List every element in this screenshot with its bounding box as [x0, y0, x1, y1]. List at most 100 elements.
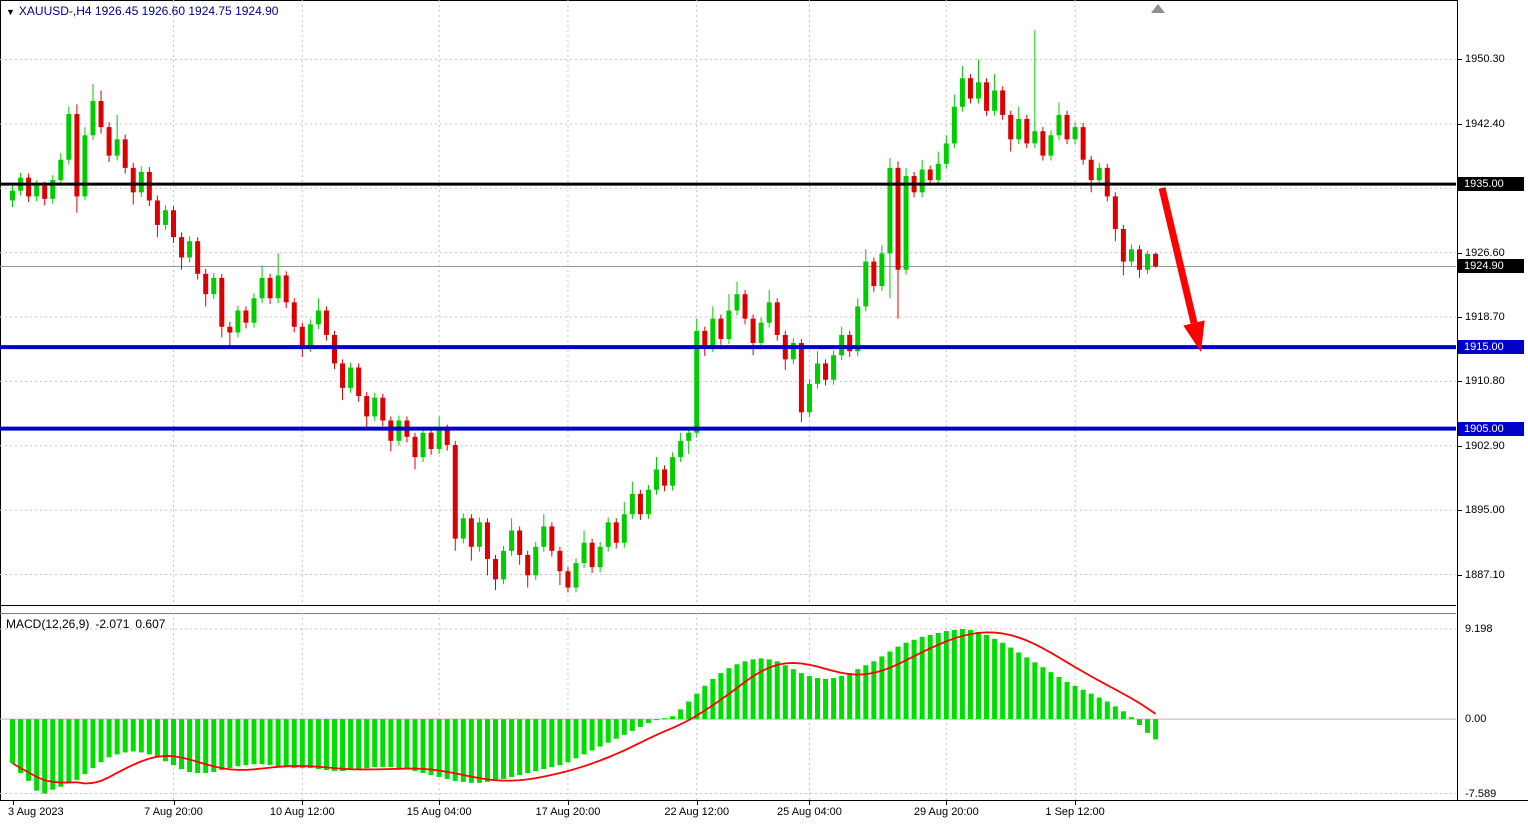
candle-body	[581, 542, 587, 564]
time-axis-label: 10 Aug 12:00	[269, 806, 335, 818]
candle-body	[299, 326, 305, 348]
candle-body	[162, 210, 168, 225]
time-axis-label: 15 Aug 04:00	[406, 806, 472, 818]
macd-histogram-bar	[806, 676, 812, 720]
macd-histogram-bar	[1016, 652, 1022, 720]
candle-body	[1056, 114, 1062, 136]
candle-bullish	[815, 351, 820, 389]
macd-panel[interactable]	[0, 613, 1457, 800]
candle-bearish	[283, 271, 289, 309]
candle-body	[34, 185, 40, 197]
candle-bullish	[460, 513, 466, 544]
candle-body	[694, 330, 700, 433]
candle-bearish	[98, 90, 104, 134]
time-tick-mark	[12, 801, 14, 805]
candle-body	[1128, 249, 1134, 262]
candle-bullish	[686, 428, 692, 454]
candle-body	[1088, 159, 1094, 181]
candle-body	[984, 82, 990, 111]
candle-bearish	[565, 567, 571, 593]
candle-body	[122, 139, 128, 168]
trend-arrow-shaft[interactable]	[1158, 187, 1198, 324]
macd-histogram-bar	[895, 646, 901, 720]
candle-body	[1137, 249, 1142, 270]
macd-histogram-bar	[605, 719, 611, 743]
candle-bearish	[267, 273, 273, 304]
time-axis-label: 22 Aug 12:00	[664, 806, 730, 818]
macd-histogram-bar	[879, 656, 885, 720]
price-scale[interactable]: 1950.30 1942.40 1926.60 1918.70 1910.80 1902.…	[1457, 0, 1528, 800]
candle-bearish	[299, 322, 305, 357]
macd-histogram-bar	[58, 719, 64, 787]
candle-bearish	[452, 440, 458, 551]
candle-bullish	[187, 236, 193, 263]
candle-bullish	[597, 541, 603, 573]
candle-body	[1072, 127, 1078, 140]
macd-histogram-bar	[460, 719, 466, 782]
macd-histogram-bar	[758, 658, 764, 720]
macd-histogram-bar	[782, 665, 788, 720]
candle-body	[1000, 90, 1006, 115]
candle-body	[66, 114, 72, 160]
candle-body	[484, 522, 490, 560]
candle-bearish	[702, 326, 708, 357]
candle-bearish	[154, 195, 160, 238]
candle-body	[436, 428, 442, 450]
candle-body	[976, 82, 981, 99]
candle-bullish	[82, 127, 88, 201]
candle-bullish	[235, 305, 241, 338]
macd-histogram-bar	[967, 629, 973, 720]
candle-bullish	[90, 83, 96, 141]
candle-body	[831, 355, 837, 380]
candle-bearish	[1104, 163, 1110, 202]
candle-body	[332, 334, 337, 364]
macd-histogram-bar	[686, 701, 692, 720]
candle-body	[509, 530, 515, 551]
macd-histogram-bar	[1048, 672, 1054, 720]
macd-histogram-bar	[1088, 693, 1094, 720]
macd-histogram-bar	[187, 719, 193, 773]
macd-histogram-bar	[243, 719, 249, 766]
candle-bearish	[364, 391, 370, 428]
candle-bearish	[871, 257, 877, 292]
macd-histogram-bar	[219, 719, 225, 771]
candle-body	[235, 310, 241, 333]
macd-main-value: -2.071	[95, 617, 130, 631]
candle-bullish	[629, 481, 635, 520]
candle-body	[267, 277, 273, 299]
candle-body	[187, 241, 193, 258]
candle-bullish	[372, 392, 378, 422]
macd-histogram-bar	[1104, 701, 1110, 720]
candle-bearish	[146, 167, 152, 207]
candle-bullish	[66, 106, 72, 165]
candle-body	[541, 526, 547, 547]
candle-bullish	[766, 290, 772, 328]
candle-bullish	[50, 175, 56, 204]
candle-bullish	[839, 326, 845, 361]
candle-body	[839, 334, 845, 356]
candle-bearish	[967, 74, 973, 104]
candle-bullish	[1032, 30, 1038, 149]
macd-histogram-bar	[541, 719, 547, 770]
candle-body	[637, 493, 643, 515]
time-scale[interactable]: 3 Aug 2023 7 Aug 20:00 10 Aug 12:00 15 Aug …	[0, 800, 1528, 825]
price-chart[interactable]	[0, 0, 1457, 607]
candle-body	[887, 167, 893, 254]
candle-bearish	[412, 432, 418, 470]
trend-arrow-head[interactable]	[1183, 320, 1205, 352]
candle-body	[203, 273, 209, 295]
macd-histogram-bar	[855, 669, 861, 720]
macd-histogram-bar	[919, 636, 925, 720]
candle-body	[557, 550, 563, 572]
candle-body	[670, 457, 676, 486]
candle-bearish	[74, 104, 80, 213]
candle-body	[702, 330, 708, 348]
time-axis-label: 29 Aug 20:00	[913, 806, 979, 818]
macd-histogram-bar	[911, 639, 917, 720]
candle-body	[243, 310, 249, 323]
macd-histogram-bar	[340, 719, 346, 772]
chart-shift-marker[interactable]	[1151, 4, 1165, 13]
symbol-dropdown-icon[interactable]: ▼	[6, 7, 15, 17]
candle-body	[758, 322, 764, 344]
candle-bearish	[1064, 110, 1070, 145]
